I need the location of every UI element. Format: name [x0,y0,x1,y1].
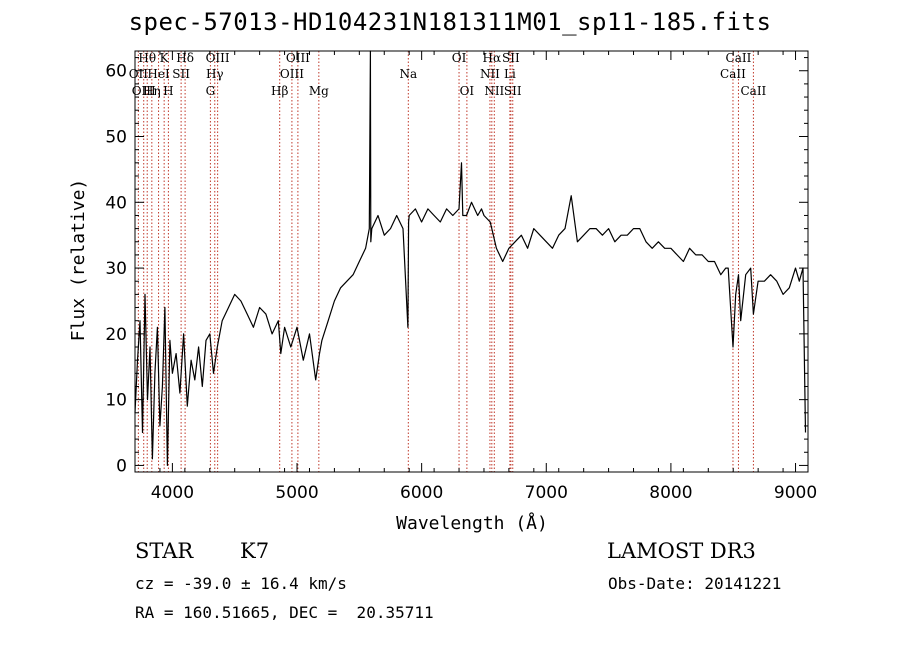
y-tick-label: 20 [105,325,127,345]
line-label: Li [504,67,516,81]
y-tick-label: 0 [116,456,127,476]
coords-readout: RA = 160.51665, DEC = 20.35711 [135,603,434,622]
y-tick-label: 40 [105,193,127,213]
x-tick-label: 6000 [400,483,443,503]
line-label: CaII [740,84,766,98]
line-label: Hδ [176,51,194,65]
line-label: G [206,84,216,98]
x-tick-label: 9000 [774,483,817,503]
line-label: HeI [147,67,170,81]
line-label: OIII [280,67,304,81]
axis-ticks: 4000 5000 6000 7000 8000 9000 0 10 20 30 40 50 60 [105,51,817,503]
x-tick-label: 7000 [525,483,568,503]
line-label: OI [460,84,475,98]
line-label: Hγ [206,67,224,81]
line-label: OI [452,51,467,65]
line-label: OIII [286,51,310,65]
line-label: H [163,84,173,98]
line-label: CaII [720,67,746,81]
line-markers [137,51,754,472]
x-axis-label: Wavelength (Å) [396,512,548,534]
line-label: SII [504,84,522,98]
obs-date: Obs-Date: 20141221 [608,574,782,593]
line-label: Na [399,67,417,81]
line-label: Hα [483,51,502,65]
line-label: OIII [206,51,230,65]
line-label: NII [480,67,500,81]
line-label: CaII [726,51,752,65]
y-axis-label: Flux (relative) [68,179,89,342]
line-label: OIII [132,84,156,98]
line-label: Hβ [271,84,288,98]
line-label: Mg [309,84,329,98]
y-tick-label: 60 [105,62,127,82]
line-label: OII [129,67,149,81]
y-tick-label: 10 [105,391,127,411]
survey-label: LAMOST DR3 [607,539,756,563]
y-tick-label: 50 [105,128,127,148]
line-label: Hθ [138,51,156,65]
spectrum-line [134,50,807,466]
line-label: K [160,51,170,65]
line-label: SII [172,67,190,81]
class-label: STAR [135,539,194,563]
cz-readout: cz = -39.0 ± 16.4 km/s [135,574,347,593]
x-tick-label: 5000 [275,483,318,503]
line-label: Hη [143,84,161,98]
plot-frame [134,50,809,473]
line-label: SII [502,51,520,65]
subclass-label: K7 [240,539,270,563]
x-tick-label: 8000 [649,483,692,503]
line-label: NII [484,84,504,98]
x-tick-label: 4000 [151,483,194,503]
chart-title: spec-57013-HD104231N181311M01_sp11-185.f… [128,8,772,36]
y-tick-label: 30 [105,259,127,279]
